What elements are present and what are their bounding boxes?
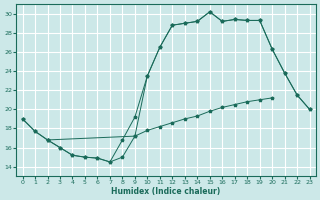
X-axis label: Humidex (Indice chaleur): Humidex (Indice chaleur) [111, 187, 221, 196]
